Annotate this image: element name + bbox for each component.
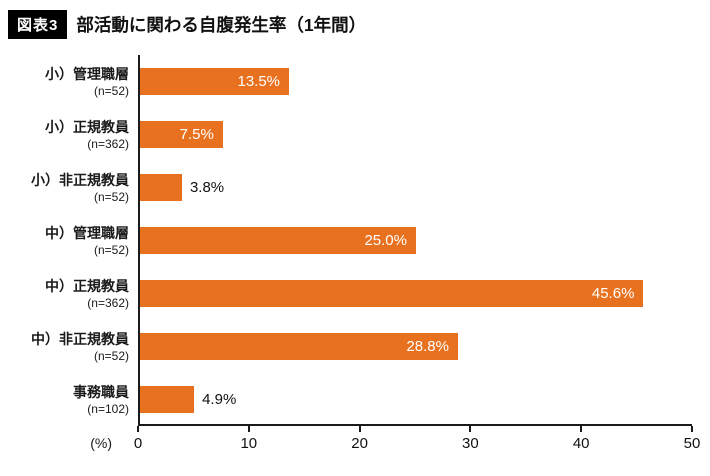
x-tick-mark bbox=[137, 426, 139, 432]
category-label: 中）非正規教員 (n=52) bbox=[8, 320, 138, 373]
category-sample-size: (n=362) bbox=[87, 296, 129, 311]
category-sample-size: (n=52) bbox=[93, 243, 129, 258]
x-axis-unit-label: (%) bbox=[90, 435, 112, 451]
category-label: 中）管理職層 (n=52) bbox=[8, 214, 138, 267]
x-tick-label: 10 bbox=[240, 435, 258, 452]
value-label: 25.0% bbox=[364, 232, 407, 249]
category-name: 中）非正規教員 bbox=[31, 330, 129, 347]
category-sample-size: (n=102) bbox=[87, 402, 129, 417]
value-label: 45.6% bbox=[591, 285, 635, 302]
category-sample-size: (n=52) bbox=[93, 349, 129, 364]
category-label: 中）正規教員 (n=362) bbox=[8, 267, 138, 320]
x-tick-mark bbox=[580, 426, 583, 432]
category-label: 小）管理職層 (n=52) bbox=[8, 55, 138, 108]
x-tick-label: 0 bbox=[133, 435, 143, 452]
category-name: 事務職員 bbox=[73, 383, 129, 400]
bar-chart: 小）管理職層 (n=52) 小）正規教員 (n=362) 小）非正規教員 (n=52) 中）… bbox=[8, 55, 692, 426]
figure-title: 部活動に関わる自腹発生率（1年間） bbox=[76, 15, 367, 35]
category-sample-size: (n=362) bbox=[87, 137, 129, 152]
category-name: 小）正規教員 bbox=[45, 118, 129, 135]
x-tick-mark bbox=[691, 426, 693, 432]
category-name: 中）管理職層 bbox=[45, 224, 129, 241]
x-tick-mark bbox=[358, 426, 361, 432]
value-label: 28.8% bbox=[406, 338, 449, 355]
value-label: 7.5% bbox=[179, 126, 214, 143]
x-axis: (%) 0 10 20 30 40 50 bbox=[8, 426, 700, 458]
value-label: 4.9% bbox=[202, 391, 237, 408]
value-label: 3.8% bbox=[189, 179, 225, 196]
category-name: 中）正規教員 bbox=[45, 277, 129, 294]
x-axis-unit-area: (%) bbox=[8, 426, 138, 458]
category-name: 小）非正規教員 bbox=[31, 171, 129, 188]
x-tick-label: 50 bbox=[683, 435, 701, 452]
category-name: 小）管理職層 bbox=[45, 65, 129, 82]
category-label: 事務職員 (n=102) bbox=[8, 373, 138, 426]
x-axis-ticks: 0 10 20 30 40 50 bbox=[134, 426, 700, 458]
bar: 45.6% bbox=[140, 280, 644, 307]
plot-area: 13.5% 7.5% 3.8% 25.0% 45.6% 28.8% 4.9% bbox=[138, 55, 692, 426]
bar: 28.8% bbox=[140, 333, 458, 360]
bar: 3.8% bbox=[140, 174, 224, 201]
category-labels-column: 小）管理職層 (n=52) 小）正規教員 (n=362) 小）非正規教員 (n=52) 中）… bbox=[8, 55, 138, 426]
category-label: 小）非正規教員 (n=52) bbox=[8, 161, 138, 214]
bar: 25.0% bbox=[140, 227, 416, 254]
value-label: 13.5% bbox=[237, 73, 281, 90]
category-sample-size: (n=52) bbox=[93, 84, 129, 99]
figure-tag: 図表3 bbox=[8, 10, 68, 39]
bar: 4.9% bbox=[140, 386, 236, 413]
category-label: 小）正規教員 (n=362) bbox=[8, 108, 138, 161]
x-tick-mark bbox=[469, 426, 472, 432]
category-sample-size: (n=52) bbox=[93, 190, 129, 205]
x-tick-mark bbox=[247, 426, 250, 432]
x-tick-label: 30 bbox=[462, 435, 479, 452]
x-tick-label: 20 bbox=[351, 435, 368, 452]
figure-header: 図表3 部活動に関わる自腹発生率（1年間） bbox=[8, 10, 692, 39]
bar: 13.5% bbox=[140, 68, 290, 95]
x-tick-label: 40 bbox=[572, 435, 590, 452]
bar: 7.5% bbox=[140, 121, 223, 148]
